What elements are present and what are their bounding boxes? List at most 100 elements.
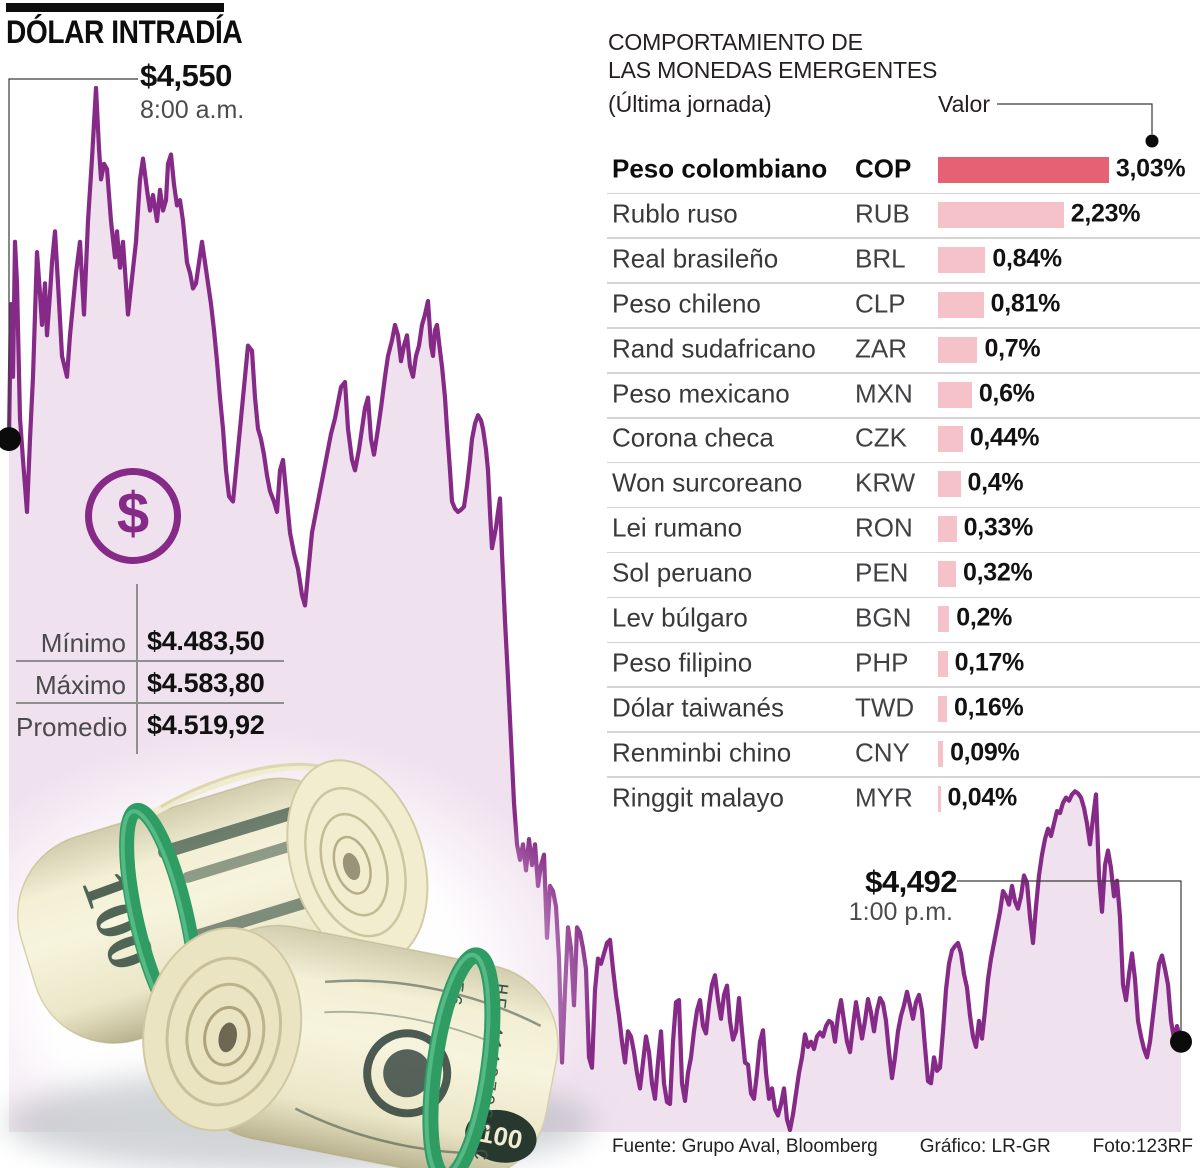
table-row: Dólar taiwanés TWD 0,16% xyxy=(605,686,1200,731)
graphic-credit: Gráfico: LR-GR xyxy=(919,1136,1051,1157)
value-label: 0,81% xyxy=(990,289,1061,318)
table-row: Peso filipino PHP 0,17% xyxy=(605,642,1200,687)
currency-name: Real brasileño xyxy=(612,243,779,274)
table-row: Lev búlgaro BGN 0,2% xyxy=(605,597,1200,642)
currency-code: CZK xyxy=(855,422,907,453)
value-label: 0,7% xyxy=(984,334,1041,363)
row-divider xyxy=(607,192,1200,194)
value-label: 0,32% xyxy=(963,558,1033,587)
currency-code: CLP xyxy=(855,287,906,318)
close-price-label: $4,492 xyxy=(865,864,957,899)
table-row: Renminbi chino CNY 0,09% xyxy=(605,731,1200,776)
currency-code: CNY xyxy=(855,736,910,767)
currency-name: Sol peruano xyxy=(612,557,753,588)
value-bar xyxy=(938,740,944,767)
value-label: 0,33% xyxy=(963,513,1034,542)
currency-name: Corona checa xyxy=(612,422,774,453)
currency-code: BRL xyxy=(855,243,906,274)
row-divider xyxy=(607,282,1200,284)
value-column-header: Valor xyxy=(938,91,990,117)
value-bar xyxy=(938,426,963,453)
close-point-dot xyxy=(1170,1030,1192,1053)
row-divider xyxy=(607,372,1200,374)
open-time-label: 8:00 a.m. xyxy=(140,96,245,124)
open-price-label: $4,550 xyxy=(140,58,232,93)
currency-name: Won surcoreano xyxy=(612,467,803,498)
value-label: 0,04% xyxy=(947,783,1018,812)
row-divider xyxy=(607,417,1200,419)
value-bar xyxy=(938,157,1109,184)
intraday-line xyxy=(6,85,1184,1133)
currency-code: PEN xyxy=(855,557,909,588)
money-roll-front: 100 HF 41197060 C F6 xyxy=(142,924,559,1168)
table-row: Rublo ruso RUB 2,23% xyxy=(605,193,1200,238)
table-row: Won surcoreano KRW 0,4% xyxy=(605,462,1200,507)
value-bar xyxy=(938,785,941,812)
stat-avg-label: Promedio xyxy=(16,712,128,742)
currency-code: COP xyxy=(855,153,912,184)
close-time-label: 1:00 p.m. xyxy=(848,898,953,926)
currency-name: Rublo ruso xyxy=(612,198,738,229)
row-divider xyxy=(607,686,1200,688)
row-divider xyxy=(607,551,1200,554)
currency-code: PHP xyxy=(855,647,909,678)
title-bar xyxy=(6,3,224,12)
value-bar xyxy=(938,291,984,318)
table-row: Sol peruano PEN 0,32% xyxy=(605,552,1200,597)
row-divider xyxy=(607,641,1200,643)
stats-divider-1 xyxy=(16,660,284,662)
value-bar xyxy=(938,606,950,633)
value-label: 0,4% xyxy=(967,468,1024,497)
currency-name: Peso filipino xyxy=(612,647,753,678)
row-divider xyxy=(607,596,1200,599)
table-row: Peso mexicano MXN 0,6% xyxy=(605,372,1200,417)
table-row: Real brasileño BRL 0,84% xyxy=(605,237,1200,282)
currency-code: ZAR xyxy=(855,332,907,363)
emerging-title-line2: LAS MONEDAS EMERGENTES xyxy=(608,57,938,83)
money-photo: 100 xyxy=(0,730,600,1168)
open-point-dot xyxy=(0,427,21,452)
value-bar xyxy=(938,336,978,363)
value-bar xyxy=(938,516,957,543)
stats-divider-vertical xyxy=(136,584,138,754)
page-title: DÓLAR INTRADÍA xyxy=(6,14,243,50)
currency-name: Peso colombiano xyxy=(612,153,828,184)
money-roll-back: 100 xyxy=(17,759,429,1044)
stats-divider-2 xyxy=(16,702,284,704)
currency-name: Renminbi chino xyxy=(612,736,792,767)
value-bar xyxy=(938,695,948,722)
table-row: Corona checa CZK 0,44% xyxy=(605,417,1200,462)
row-divider xyxy=(607,506,1200,509)
value-bar xyxy=(938,650,948,677)
table-row: Ringgit malayo MYR 0,04% xyxy=(605,776,1200,821)
value-bar xyxy=(938,561,957,588)
value-label: 0,17% xyxy=(954,648,1025,677)
row-divider xyxy=(607,776,1200,778)
credits: Fuente: Grupo Aval, Bloomberg Gráfico: L… xyxy=(612,1136,1193,1158)
row-divider xyxy=(607,327,1200,329)
stat-min-value: $4.483,50 xyxy=(147,626,265,656)
currency-code: RUB xyxy=(855,198,910,229)
valor-dot xyxy=(1145,134,1159,148)
currency-code: BGN xyxy=(855,602,912,633)
emerging-title: COMPORTAMIENTO DE LAS MONEDAS EMERGENTES xyxy=(608,28,937,84)
currency-code: TWD xyxy=(855,692,915,723)
value-bar xyxy=(938,471,961,498)
currency-code: RON xyxy=(855,512,913,543)
currency-name: Lev búlgaro xyxy=(612,602,748,633)
emerging-title-line1: COMPORTAMIENTO DE xyxy=(608,29,863,55)
open-leader-line xyxy=(8,78,138,427)
value-label: 2,23% xyxy=(1070,199,1141,228)
value-label: 0,2% xyxy=(956,603,1013,632)
stat-min-label: Mínimo xyxy=(40,628,126,658)
photo-credit: Foto:123RF xyxy=(1092,1136,1193,1157)
valor-leader-line xyxy=(997,103,1153,134)
source-credit: Fuente: Grupo Aval, Bloomberg xyxy=(611,1136,878,1157)
emerging-subtitle: (Última jornada) xyxy=(608,91,772,117)
currency-code: KRW xyxy=(855,467,916,498)
row-divider xyxy=(607,731,1200,733)
currency-name: Lei rumano xyxy=(612,512,743,543)
value-bar xyxy=(938,381,972,408)
value-bar xyxy=(938,201,1064,228)
